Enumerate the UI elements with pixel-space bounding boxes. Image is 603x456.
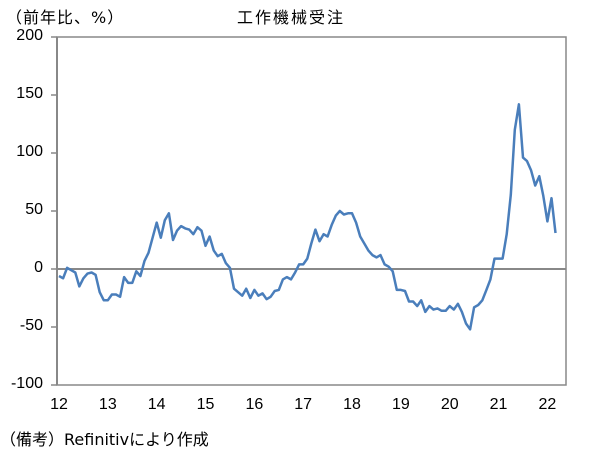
- y-tick-label: -100: [10, 375, 43, 392]
- x-tick-label: 16: [245, 396, 264, 413]
- plot-area-frame: [56, 36, 567, 386]
- x-tick-label: 14: [147, 396, 166, 413]
- source-note: （備考）Refinitivにより作成: [0, 430, 209, 449]
- y-tick-label: 100: [16, 143, 43, 160]
- x-tick-label: 20: [440, 396, 459, 413]
- x-tick-label: 13: [98, 396, 117, 413]
- y-axis-unit-label: （前年比、%）: [6, 8, 125, 27]
- x-tick-label: 15: [196, 396, 215, 413]
- series-line-machine-tool-orders: [58, 103, 557, 331]
- x-tick-label: 19: [391, 396, 410, 413]
- x-tick-label: 22: [538, 396, 557, 413]
- y-tick-label: 200: [16, 27, 43, 44]
- y-tick-label: -50: [19, 317, 43, 334]
- x-tick-label: 12: [50, 396, 68, 413]
- x-tick-label: 18: [343, 396, 361, 413]
- y-tick-label: 150: [16, 85, 43, 102]
- y-tick-label: 50: [25, 201, 43, 218]
- x-tick-label: 21: [489, 396, 508, 413]
- y-tick-marks: [51, 36, 57, 386]
- y-tick-label: 0: [34, 259, 43, 276]
- chart-title: 工作機械受注: [237, 8, 346, 27]
- x-tick-label: 17: [294, 396, 313, 413]
